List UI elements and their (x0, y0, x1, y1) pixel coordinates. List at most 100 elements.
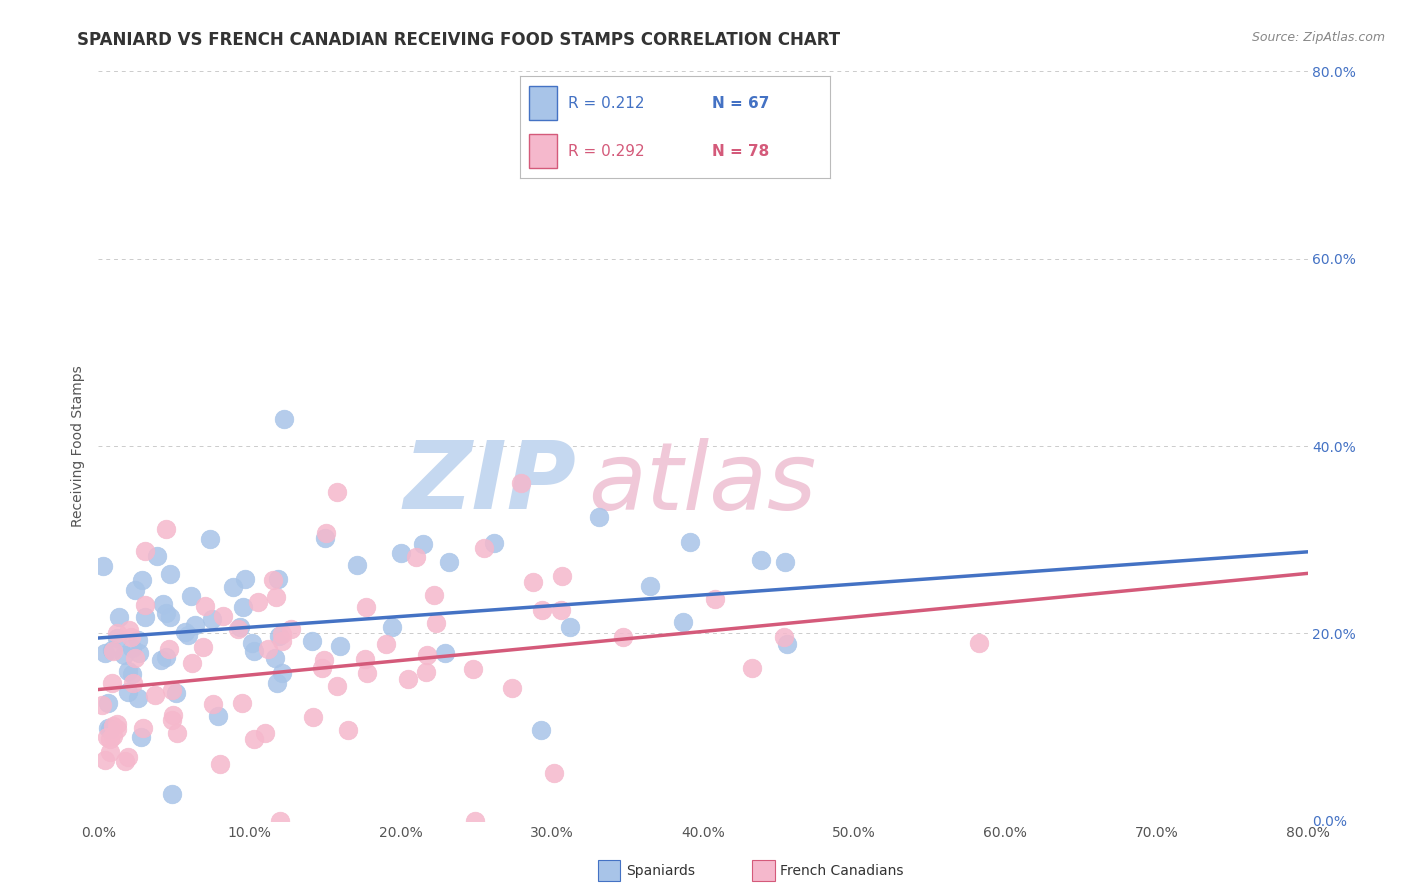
Point (96, 696, 118, 710)
Point (207, 709, 229, 723)
Point (162, 708, 184, 723)
Point (117, 750, 139, 764)
Point (191, 640, 214, 654)
Point (273, 412, 295, 426)
Point (97, 722, 120, 736)
Point (588, 509, 610, 524)
Point (509, 476, 531, 491)
Point (314, 532, 336, 546)
Text: SPANIARD VS FRENCH CANADIAN RECEIVING FOOD STAMPS CORRELATION CHART: SPANIARD VS FRENCH CANADIAN RECEIVING FO… (77, 31, 841, 49)
Point (127, 691, 149, 706)
Point (155, 606, 177, 620)
Point (121, 666, 143, 681)
Text: Source: ZipAtlas.com: Source: ZipAtlas.com (1251, 31, 1385, 45)
Point (194, 599, 217, 613)
Point (472, 541, 495, 555)
Point (105, 722, 128, 736)
Point (353, 652, 375, 666)
Point (149, 653, 172, 667)
Text: R = 0.292: R = 0.292 (568, 145, 645, 160)
Point (638, 579, 661, 593)
Text: R = 0.212: R = 0.212 (568, 96, 645, 111)
Point (159, 610, 181, 624)
Point (184, 618, 207, 632)
Point (271, 665, 294, 680)
Point (741, 661, 763, 675)
Point (101, 644, 124, 658)
Point (311, 661, 333, 675)
Point (464, 814, 486, 828)
Point (124, 583, 146, 598)
Point (146, 549, 169, 564)
Point (423, 588, 446, 602)
Point (254, 726, 277, 740)
Point (122, 675, 145, 690)
Point (112, 648, 135, 662)
Point (98, 722, 121, 736)
Point (346, 558, 368, 573)
Point (159, 566, 181, 581)
Point (222, 581, 245, 595)
Point (155, 522, 177, 536)
Point (94, 646, 117, 660)
Point (100, 643, 122, 657)
Point (198, 532, 221, 546)
Point (96, 730, 118, 744)
Point (773, 555, 796, 569)
Point (267, 572, 290, 586)
FancyBboxPatch shape (530, 135, 557, 168)
Point (530, 723, 553, 737)
Point (231, 696, 253, 710)
Point (461, 662, 484, 676)
Point (381, 620, 404, 634)
Point (124, 650, 146, 665)
Point (266, 675, 288, 690)
Point (280, 623, 302, 637)
Y-axis label: Receiving Food Stamps: Receiving Food Stamps (72, 365, 86, 527)
Point (240, 636, 263, 650)
Point (100, 676, 122, 690)
Text: N = 67: N = 67 (711, 96, 769, 111)
Point (121, 641, 143, 656)
Point (166, 726, 188, 740)
Point (160, 682, 183, 697)
Point (416, 648, 439, 662)
Point (134, 543, 156, 558)
Point (375, 637, 398, 651)
Point (93, 753, 115, 767)
Text: Spaniards: Spaniards (626, 863, 695, 878)
Point (212, 609, 235, 624)
Point (129, 730, 152, 744)
Point (315, 525, 337, 540)
Point (425, 615, 447, 630)
Point (356, 666, 378, 681)
Point (202, 698, 225, 712)
Point (103, 719, 125, 733)
Point (749, 553, 772, 567)
Point (967, 636, 990, 650)
Point (267, 629, 290, 643)
Point (550, 603, 572, 617)
Point (103, 729, 125, 743)
Point (174, 624, 197, 639)
FancyBboxPatch shape (530, 87, 557, 120)
Point (233, 572, 256, 586)
Point (91, 558, 114, 573)
Text: French Canadians: French Canadians (780, 863, 904, 878)
Point (118, 623, 141, 637)
Point (145, 688, 167, 702)
Point (262, 573, 284, 587)
Text: N = 78: N = 78 (711, 145, 769, 160)
Point (326, 484, 349, 499)
Point (257, 642, 280, 657)
Point (128, 646, 150, 660)
Point (243, 732, 266, 747)
Point (543, 766, 565, 780)
Point (247, 595, 270, 609)
Point (132, 722, 155, 736)
Point (162, 713, 184, 727)
Point (155, 650, 177, 665)
Point (356, 599, 378, 614)
Point (107, 610, 129, 624)
Point (120, 630, 142, 644)
